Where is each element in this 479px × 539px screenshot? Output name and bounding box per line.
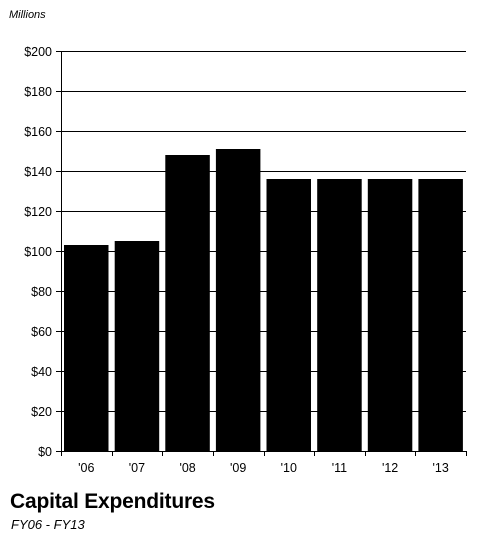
axes	[56, 51, 467, 456]
bar	[114, 241, 160, 451]
x-tick-label: '13	[433, 461, 449, 475]
y-tick-label: $100	[24, 245, 52, 259]
bar	[317, 179, 362, 451]
bars	[64, 149, 463, 451]
bar	[165, 155, 210, 451]
chart-subtitle: FY06 - FY13	[11, 517, 85, 532]
y-tick-label: $160	[24, 125, 52, 139]
y-tick-label: $60	[31, 325, 52, 339]
x-tick-label: '08	[179, 461, 195, 475]
x-tick-labels: '06 '07 '08 '09 '10 '11 '12 '13	[78, 461, 449, 475]
y-tick-label: $140	[24, 165, 52, 179]
y-tick-label: $180	[24, 85, 52, 99]
chart-title: Capital Expenditures	[10, 490, 215, 513]
bar	[266, 179, 311, 451]
x-tick-label: '11	[332, 461, 347, 475]
y-tick-label: $20	[31, 405, 52, 419]
y-tick-labels: $0 $20 $40 $60 $80 $100 $120 $140 $160 $180 $200	[24, 45, 52, 459]
y-tick-label: $120	[24, 205, 52, 219]
bar	[367, 179, 413, 451]
x-tick-label: '09	[230, 461, 246, 475]
unit-label: Millions	[9, 9, 46, 21]
x-tick-label: '12	[382, 461, 398, 475]
y-tick-label: $80	[31, 285, 52, 299]
y-tick-label: $40	[31, 365, 52, 379]
x-tick-label: '06	[78, 461, 94, 475]
bar	[64, 245, 109, 451]
y-tick-label: $0	[38, 445, 52, 459]
x-tick-label: '07	[129, 461, 145, 475]
bar	[215, 149, 261, 451]
y-tick-label: $200	[24, 45, 52, 59]
x-tick-label: '10	[281, 461, 297, 475]
bar	[418, 179, 463, 451]
